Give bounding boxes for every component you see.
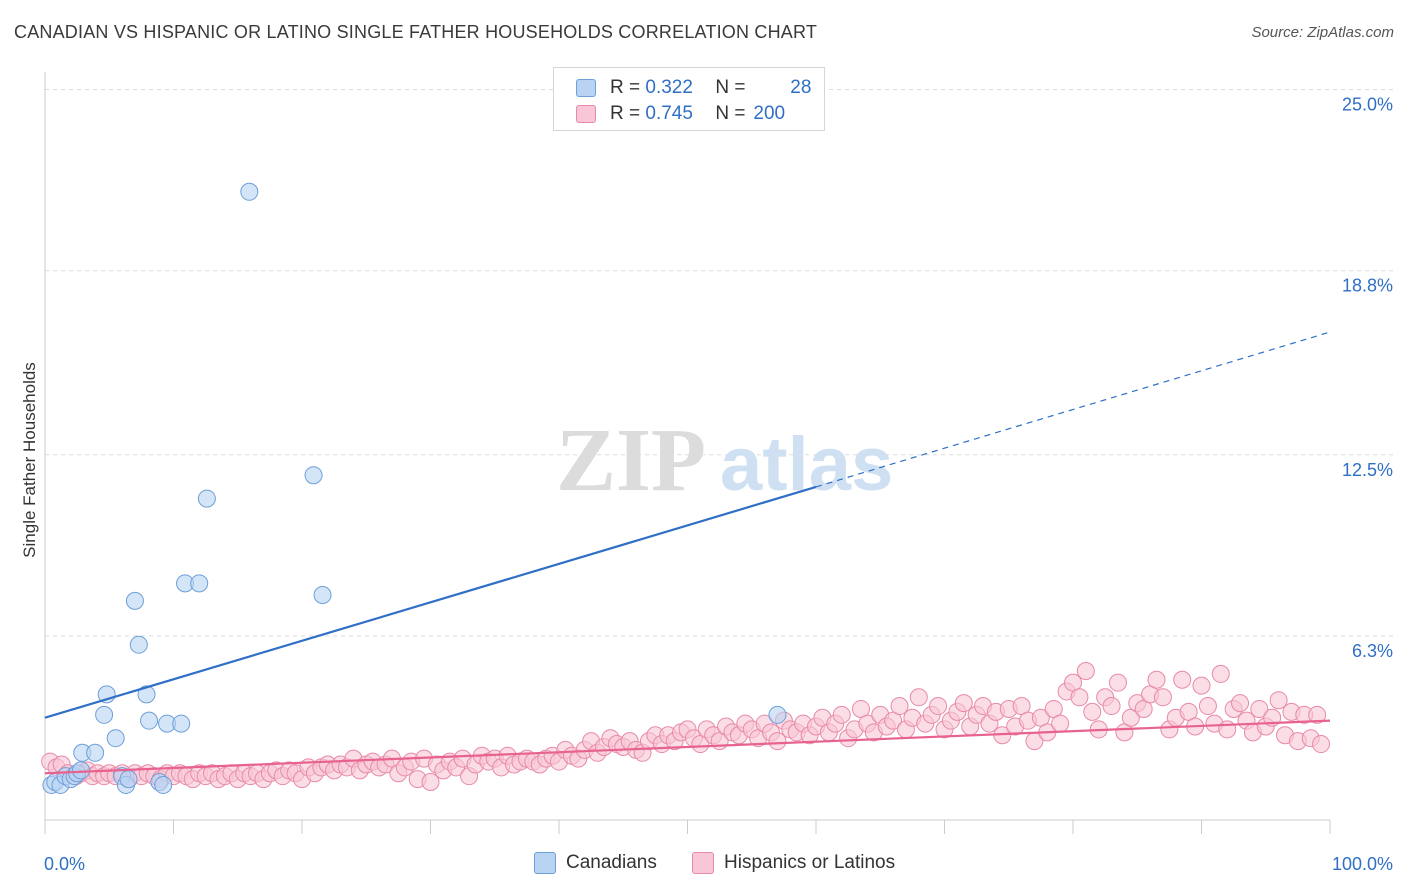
hispanic-point <box>954 694 973 713</box>
y-tick-label: 25.0% <box>1342 95 1393 115</box>
legend-n-value: 28 <box>790 77 812 98</box>
source-label: Source: ZipAtlas.com <box>1251 24 1394 41</box>
legend-n-label: N = <box>715 77 746 98</box>
canadian-point <box>71 761 90 780</box>
hispanic-point <box>909 688 928 707</box>
axes <box>44 72 1331 834</box>
canadian-point <box>304 466 323 485</box>
hispanic-point <box>1102 697 1121 716</box>
hispanic-point <box>768 732 787 751</box>
legend-n-value: 200 <box>753 103 786 124</box>
bottom-legend-label-hispanics: Hispanics or Latinos <box>724 852 896 873</box>
legend-n-label: N = <box>715 103 746 124</box>
legend-r-label: R = <box>610 103 641 124</box>
hispanic-point <box>1192 676 1211 695</box>
hispanic-point <box>1070 688 1089 707</box>
hispanic-point <box>832 705 851 724</box>
bottom-legend-swatch-blue <box>534 852 556 874</box>
watermark-atlas: atlas <box>720 422 893 507</box>
canadian-point <box>197 489 216 508</box>
hispanic-point <box>1269 691 1288 710</box>
x-tick-label-max: 100.0% <box>1332 854 1393 874</box>
canadian-point <box>129 635 148 654</box>
correlation-legend: R = 0.322 N = 28 R = 0.745 N = 200 <box>553 67 825 131</box>
watermark-zip: ZIP <box>556 411 706 510</box>
hispanic-point <box>421 773 440 792</box>
bottom-legend-label-canadians: Canadians <box>566 852 657 873</box>
legend-swatch-blue <box>576 79 596 97</box>
canadian-point <box>95 705 114 724</box>
hispanic-point <box>890 697 909 716</box>
canadian-point <box>106 729 125 748</box>
bottom-legend-hispanics: Hispanics or Latinos <box>692 852 895 874</box>
hispanic-point <box>1076 661 1095 680</box>
legend-r-label: R = <box>610 77 641 98</box>
hispanic-point <box>1308 705 1327 724</box>
hispanic-point <box>1083 702 1102 721</box>
y-tick-labels: 6.3% 12.5% 18.8% 25.0% <box>1342 95 1393 661</box>
x-tick-label-min: 0.0% <box>44 854 85 874</box>
y-tick-label: 12.5% <box>1342 460 1393 480</box>
hispanic-point <box>1198 697 1217 716</box>
trend-lines <box>44 331 1331 775</box>
y-tick-label: 6.3% <box>1352 641 1393 661</box>
canadian-point <box>137 685 156 704</box>
hispanic-point <box>1153 688 1172 707</box>
hispanic-point <box>1147 670 1166 689</box>
hispanic-point <box>1173 670 1192 689</box>
canadian-point <box>154 775 173 794</box>
canadian-point <box>86 743 105 762</box>
hispanic-point <box>1218 720 1237 739</box>
hispanic-point <box>1250 699 1269 718</box>
hispanic-point <box>1108 673 1127 692</box>
canadian-point <box>125 591 144 610</box>
hispanic-point <box>1211 664 1230 683</box>
chart-title: CANADIAN VS HISPANIC OR LATINO SINGLE FA… <box>14 22 818 42</box>
legend-r-value: 0.745 <box>645 103 693 124</box>
hispanic-point <box>929 697 948 716</box>
bottom-legend-canadians: Canadians <box>534 852 657 874</box>
hispanic-point <box>1312 735 1331 754</box>
legend-row-canadians: R = 0.322 N = 28 <box>576 76 811 100</box>
canadian-point <box>190 574 209 593</box>
bottom-legend-swatch-pink <box>692 852 714 874</box>
canadian-point <box>140 711 159 730</box>
hispanic-point <box>1051 714 1070 733</box>
canadian-trend-extension <box>815 331 1331 488</box>
legend-row-hispanics: R = 0.745 N = 200 <box>576 102 801 126</box>
canadian-point <box>240 182 259 201</box>
canadian-trend-line <box>44 485 817 719</box>
hispanic-trend-line <box>44 719 1331 775</box>
canadian-point <box>119 770 138 789</box>
legend-r-value: 0.322 <box>645 77 693 98</box>
y-tick-label: 18.8% <box>1342 276 1393 296</box>
hispanic-points <box>41 661 1331 792</box>
legend-swatch-pink <box>576 105 596 123</box>
canadian-point <box>768 705 787 724</box>
y-axis-label: Single Father Households <box>20 362 39 558</box>
hispanic-point <box>1231 694 1250 713</box>
canadian-point <box>313 586 332 605</box>
grid-lines <box>45 89 1393 637</box>
canadian-point <box>172 714 191 733</box>
